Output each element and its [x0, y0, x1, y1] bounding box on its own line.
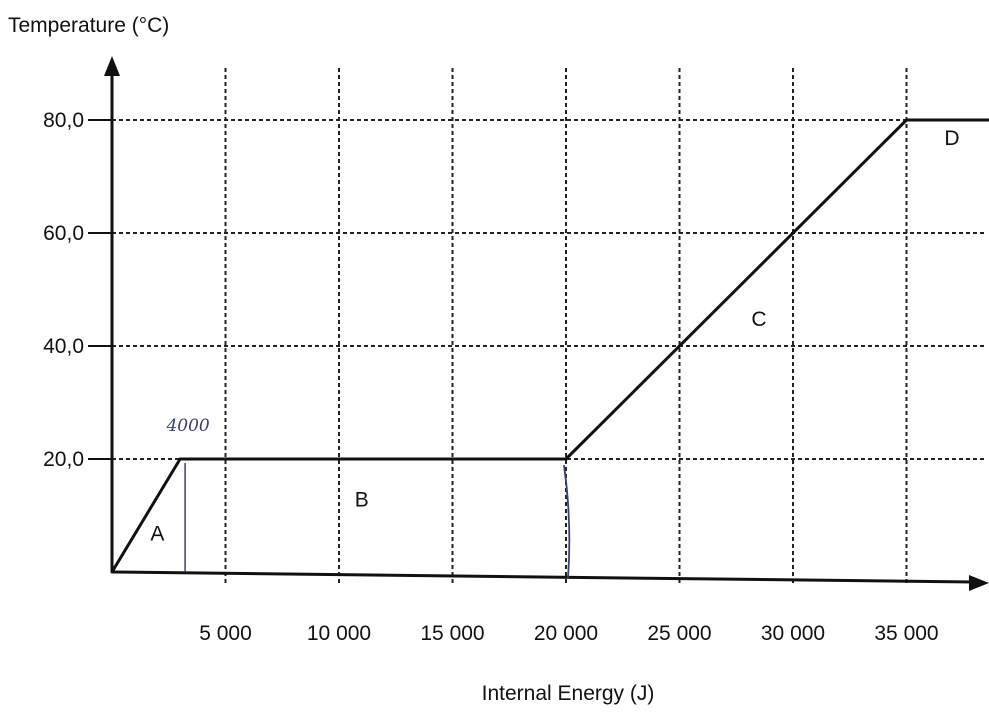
x-tick-label-2: 15 000	[420, 622, 484, 645]
y-axis-title: Temperature (°C)	[8, 14, 169, 37]
y-tick-label-1: 40,0	[43, 335, 84, 358]
segment-label-b: B	[355, 489, 369, 512]
x-tick-label-1: 10 000	[307, 622, 371, 645]
x-axis-line	[111, 570, 974, 584]
tick-labels: 5 000 10 000 15 000 20 000 25 000 30 000 35 00…	[43, 109, 959, 645]
series-point-3	[905, 118, 908, 122]
series	[110, 118, 989, 579]
y-tick-label-3: 80,0	[43, 109, 84, 132]
x-axis-title: Internal Energy (J)	[482, 682, 655, 705]
x-tick-label-0: 5 000	[199, 622, 252, 645]
segment-label-c: C	[751, 308, 766, 331]
series-point-0	[110, 570, 114, 574]
segment-label-a: A	[150, 522, 164, 545]
pen-guide-line-b	[563, 464, 571, 579]
x-tick-label-4: 25 000	[647, 622, 711, 645]
y-tick-label-0: 20,0	[43, 448, 84, 471]
grid	[112, 68, 985, 586]
y-axis-arrow	[104, 56, 120, 76]
x-tick-label-6: 35 000	[874, 622, 938, 645]
series-point-1	[178, 457, 182, 461]
y-tick-label-2: 60,0	[43, 222, 84, 245]
x-tick-label-5: 30 000	[761, 622, 825, 645]
segment-label-d: D	[944, 127, 959, 150]
axes	[88, 56, 989, 591]
x-axis-arrow	[969, 575, 989, 591]
series-point-2	[564, 457, 568, 461]
handwritten-annotation: 4000	[165, 416, 209, 436]
x-tick-label-3: 20 000	[534, 622, 598, 645]
